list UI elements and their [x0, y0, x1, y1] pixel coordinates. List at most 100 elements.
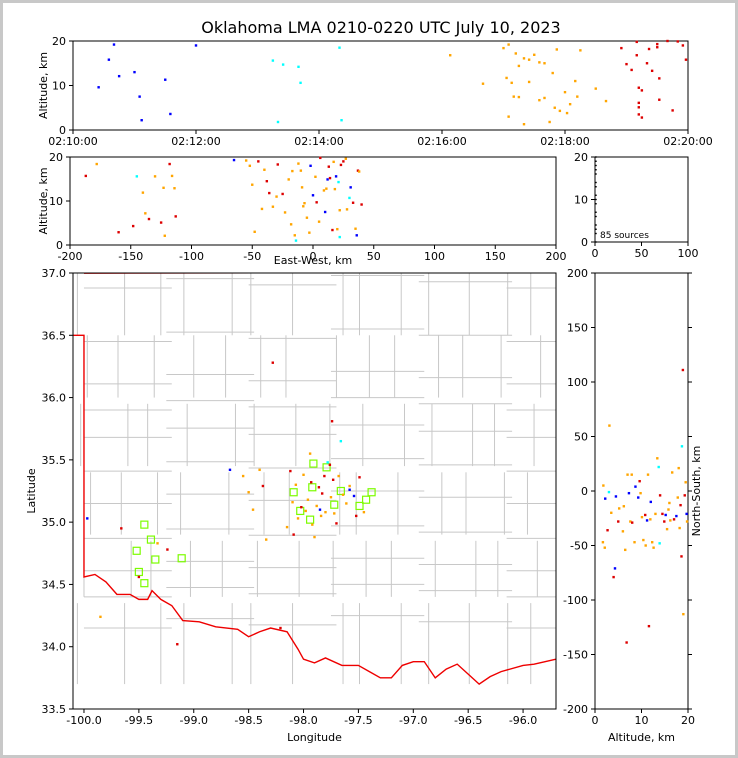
ew-point-49	[325, 187, 328, 190]
ns-point-49	[679, 503, 682, 507]
ew-tick-6: 100	[424, 250, 445, 263]
th-point-5	[138, 95, 141, 98]
ew-point-46	[319, 156, 322, 160]
th-point-40	[555, 48, 558, 51]
lat-tick-2: 34.5	[42, 578, 67, 591]
ns-point-11	[617, 520, 620, 523]
ns-point-63	[622, 505, 626, 508]
ns-ylabel: North-South, km	[690, 446, 703, 537]
plan-point-12	[261, 484, 265, 488]
th-point-69	[671, 109, 674, 112]
ns-point-54	[683, 494, 686, 497]
plan-frame	[72, 272, 557, 710]
ew-point-32	[291, 169, 294, 173]
th-point-60	[640, 89, 644, 92]
ew-point-74	[275, 195, 278, 198]
th-point-19	[502, 46, 505, 50]
ew-tick-7: 150	[485, 250, 506, 263]
hist-alt-tick-2: 20	[574, 151, 588, 164]
ns-point-14	[624, 548, 627, 552]
plan-point-31	[317, 486, 321, 489]
plan-point-19	[292, 533, 295, 536]
plan-point-40	[330, 420, 334, 423]
ew-point-60	[338, 235, 341, 239]
plan-point-14	[271, 361, 274, 364]
th-alt-tick-2: 20	[52, 35, 66, 48]
ns-point-9	[613, 567, 617, 570]
ew-point-8	[153, 175, 157, 178]
plan-point-26	[308, 452, 312, 455]
ns-point-52	[681, 368, 685, 372]
figure: Oklahoma LMA 0210-0220 UTC July 10, 2023…	[3, 3, 735, 755]
ns-point-60	[658, 494, 662, 497]
plan-ylabel: Latitude	[25, 468, 38, 514]
th-point-1	[107, 58, 111, 61]
ew-tick-8: 200	[546, 250, 567, 263]
ew-point-66	[349, 186, 352, 189]
ew-point-45	[317, 220, 321, 223]
ew-point-65	[348, 196, 351, 200]
ns-point-44	[670, 471, 674, 474]
ew-point-12	[168, 162, 171, 166]
th-point-26	[517, 64, 521, 68]
ns-point-5	[608, 424, 611, 427]
figure-title: Oklahoma LMA 0210-0220 UTC July 10, 2023	[201, 18, 560, 37]
th-point-63	[650, 69, 654, 73]
ew-point-62	[342, 160, 345, 163]
lat-tick-5: 36.0	[42, 392, 67, 405]
ew-point-36	[299, 169, 303, 172]
lat-tick-0: 33.5	[42, 703, 67, 716]
ns-tick-0: -200	[563, 703, 588, 716]
plan-point-33	[319, 514, 323, 518]
plan-point-7	[228, 468, 232, 472]
ns-point-33	[652, 546, 655, 549]
ew-point-28	[281, 192, 284, 196]
histogram-frame	[594, 156, 689, 243]
time-tick-5: 02:20:00	[663, 135, 712, 148]
ns-point-19	[631, 521, 634, 524]
th-point-25	[514, 52, 517, 55]
ew-point-3	[131, 224, 135, 228]
ew-point-67	[351, 201, 355, 204]
ew-point-9	[159, 221, 163, 224]
th-point-4	[133, 70, 136, 74]
th-point-21	[507, 43, 510, 46]
plan-point-11	[258, 468, 261, 472]
lma-station-4	[134, 567, 143, 577]
lma-station-3	[151, 555, 160, 564]
ns-point-27	[644, 544, 647, 547]
map-layer	[73, 273, 556, 685]
th-point-53	[635, 40, 638, 44]
th-point-15	[338, 46, 341, 49]
plan-point-37	[326, 461, 329, 464]
ew-point-59	[338, 209, 341, 212]
ns-alt-tick-2: 20	[681, 714, 695, 727]
ew-point-48	[323, 210, 327, 214]
plan-point-4	[156, 542, 159, 545]
plan-point-36	[324, 510, 327, 514]
ew-point-23	[263, 168, 266, 171]
ns-point-24	[639, 491, 642, 495]
th-point-72	[684, 58, 688, 61]
plan-point-17	[289, 469, 292, 473]
ew-point-0	[84, 174, 87, 178]
state-border	[73, 334, 556, 685]
th-alt-tick-1: 10	[52, 80, 66, 93]
plan-point-48	[348, 484, 351, 488]
plan-point-10	[251, 508, 255, 511]
plan-point-39	[329, 496, 333, 499]
ns-point-41	[665, 527, 669, 531]
ew-point-40	[308, 231, 311, 234]
ns-point-22	[637, 496, 640, 499]
plan-view-panel: -100.0 -99.5 -99.0 -98.5 -98.0 -97.5 -97.0 -96.…	[25, 267, 557, 744]
th-point-44	[568, 102, 572, 106]
th-point-59	[640, 116, 644, 119]
th-point-9	[194, 44, 198, 47]
th-point-37	[548, 120, 551, 124]
ew-point-35	[297, 162, 300, 165]
plan-point-27	[310, 481, 313, 484]
ew-point-68	[354, 227, 357, 230]
ew-point-20	[253, 230, 256, 233]
plan-point-38	[328, 463, 332, 467]
ns-tick-8: 200	[567, 267, 588, 280]
